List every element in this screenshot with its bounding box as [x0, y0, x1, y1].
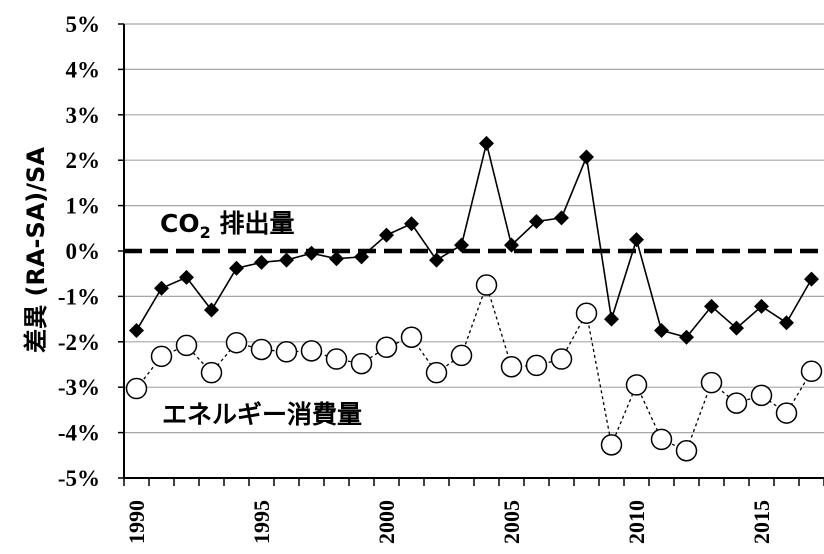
co2-point	[204, 302, 219, 318]
co2-point	[154, 280, 169, 296]
y-tick-labels: 5% 4% 3% 2% 1% 0% -1% -2% -3% -4% -5%	[58, 12, 100, 491]
energy-point	[750, 384, 773, 407]
co2-point	[229, 260, 244, 276]
energy-series-label: エネルギー消費量	[162, 400, 362, 429]
energy-point	[675, 440, 698, 462]
energy-point	[250, 338, 273, 361]
x-tick-label: 1995	[249, 500, 274, 544]
energy-point	[525, 354, 548, 377]
energy-point	[600, 434, 623, 456]
y-tick-label: 2%	[66, 148, 101, 173]
x-tick-label: 2005	[499, 500, 524, 544]
energy-point	[500, 356, 523, 378]
energy-point	[650, 428, 673, 451]
x-tick-label: 1990	[124, 500, 149, 544]
energy-point	[225, 331, 248, 354]
energy-point	[275, 341, 298, 363]
energy-point	[775, 402, 798, 424]
series-line-co2	[135, 143, 813, 339]
co2-point	[479, 135, 494, 151]
co2-point	[579, 149, 594, 165]
co2-point	[704, 298, 719, 314]
energy-point	[425, 361, 448, 384]
energy-point	[625, 374, 648, 396]
energy-point	[350, 352, 373, 375]
x-tick-labels: 1990 1995 2000 2005 2010 2015	[124, 500, 774, 544]
energy-point	[325, 348, 348, 370]
energy-point	[475, 274, 498, 296]
y-tick-label: -2%	[58, 330, 100, 355]
axes	[118, 23, 824, 486]
y-tick-label: 1%	[66, 194, 101, 219]
energy-point	[450, 344, 473, 367]
co2-point	[454, 237, 469, 253]
y-tick-label: -3%	[58, 375, 100, 400]
co2-point	[329, 251, 344, 267]
co2-point	[529, 213, 544, 229]
y-tick-label: 5%	[66, 12, 101, 37]
energy-point	[575, 302, 598, 324]
energy-point	[300, 340, 323, 362]
y-tick-label: 4%	[66, 57, 101, 82]
co2-point	[354, 249, 369, 265]
y-tick-label: -5%	[58, 466, 100, 491]
co2-point	[429, 252, 444, 268]
energy-point	[800, 360, 823, 383]
co2-point	[379, 227, 394, 243]
co2-point	[729, 320, 744, 336]
co2-point	[404, 216, 419, 232]
y-tick-label: -1%	[58, 284, 100, 309]
co2-point	[179, 269, 194, 285]
co2-point	[504, 237, 519, 253]
co2-point	[629, 232, 644, 248]
energy-point	[175, 334, 198, 357]
co2-point	[604, 311, 619, 327]
energy-point	[725, 392, 748, 414]
energy-point	[375, 336, 398, 358]
co2-point	[554, 210, 569, 226]
y-axis-label: 差異 (RA-SA)/SA	[22, 147, 50, 353]
x-tick-label: 2015	[749, 500, 774, 544]
energy-point	[400, 326, 423, 349]
y-tick-label: 0%	[66, 239, 101, 264]
energy-point	[200, 361, 223, 384]
co2-point	[679, 329, 694, 345]
co2-point	[304, 245, 319, 261]
co2-point	[279, 252, 294, 268]
y-tick-label: -4%	[58, 421, 100, 446]
co2-point	[254, 254, 269, 270]
energy-point	[550, 348, 573, 370]
x-tick-label: 2000	[374, 500, 399, 544]
y-tick-label: 3%	[66, 103, 101, 128]
co2-point	[779, 315, 794, 331]
series-line-energy	[135, 282, 813, 452]
co2-point	[129, 322, 144, 338]
co2-point	[754, 298, 769, 314]
co2-series-label: CO2 排出量	[160, 209, 294, 242]
series-layer	[125, 135, 823, 462]
x-tick-label: 2010	[624, 500, 649, 544]
energy-point	[125, 377, 148, 400]
co2-point	[804, 271, 819, 287]
co2-point	[654, 322, 669, 338]
energy-point	[150, 345, 173, 368]
energy-point	[700, 371, 723, 394]
